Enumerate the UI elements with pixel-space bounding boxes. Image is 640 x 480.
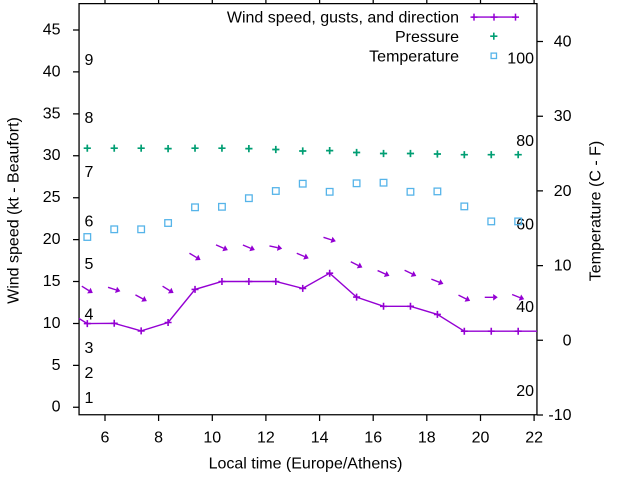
svg-text:Local time (Europe/Athens): Local time (Europe/Athens) <box>209 456 403 473</box>
svg-text:22: 22 <box>525 430 543 447</box>
svg-text:0: 0 <box>563 332 572 349</box>
svg-text:10: 10 <box>203 430 221 447</box>
svg-text:60: 60 <box>516 216 534 233</box>
svg-text:6: 6 <box>101 430 110 447</box>
svg-text:20: 20 <box>472 430 490 447</box>
svg-text:7: 7 <box>85 164 94 181</box>
svg-text:45: 45 <box>43 21 61 38</box>
svg-text:14: 14 <box>311 430 329 447</box>
svg-text:12: 12 <box>257 430 275 447</box>
svg-text:3: 3 <box>85 340 94 357</box>
svg-text:20: 20 <box>516 383 534 400</box>
svg-text:25: 25 <box>43 189 61 206</box>
svg-text:1: 1 <box>85 390 94 407</box>
svg-text:10: 10 <box>554 258 572 275</box>
svg-text:5: 5 <box>52 357 61 374</box>
svg-text:Pressure: Pressure <box>395 29 459 46</box>
svg-text:8: 8 <box>154 430 163 447</box>
svg-text:Temperature: Temperature <box>369 49 459 66</box>
svg-text:9: 9 <box>85 52 94 69</box>
svg-text:2: 2 <box>85 365 94 382</box>
svg-text:35: 35 <box>43 105 61 122</box>
svg-text:5: 5 <box>85 256 94 273</box>
svg-text:30: 30 <box>554 108 572 125</box>
svg-text:0: 0 <box>52 399 61 416</box>
svg-text:30: 30 <box>43 147 61 164</box>
svg-text:-10: -10 <box>548 407 571 424</box>
svg-text:Wind speed, gusts, and directi: Wind speed, gusts, and direction <box>227 9 459 26</box>
svg-text:40: 40 <box>554 34 572 51</box>
svg-text:80: 80 <box>516 133 534 150</box>
svg-text:6: 6 <box>85 213 94 230</box>
svg-text:15: 15 <box>43 273 61 290</box>
svg-text:40: 40 <box>516 299 534 316</box>
svg-text:10: 10 <box>43 315 61 332</box>
svg-text:16: 16 <box>364 430 382 447</box>
svg-text:Wind speed (kt - Beaufort): Wind speed (kt - Beaufort) <box>6 117 23 304</box>
svg-text:20: 20 <box>554 183 572 200</box>
svg-text:18: 18 <box>418 430 436 447</box>
svg-text:40: 40 <box>43 63 61 80</box>
svg-text:20: 20 <box>43 231 61 248</box>
svg-text:100: 100 <box>507 50 534 67</box>
svg-text:4: 4 <box>85 306 94 323</box>
svg-text:8: 8 <box>85 110 94 127</box>
svg-text:Temperature (C - F): Temperature (C - F) <box>588 141 605 281</box>
